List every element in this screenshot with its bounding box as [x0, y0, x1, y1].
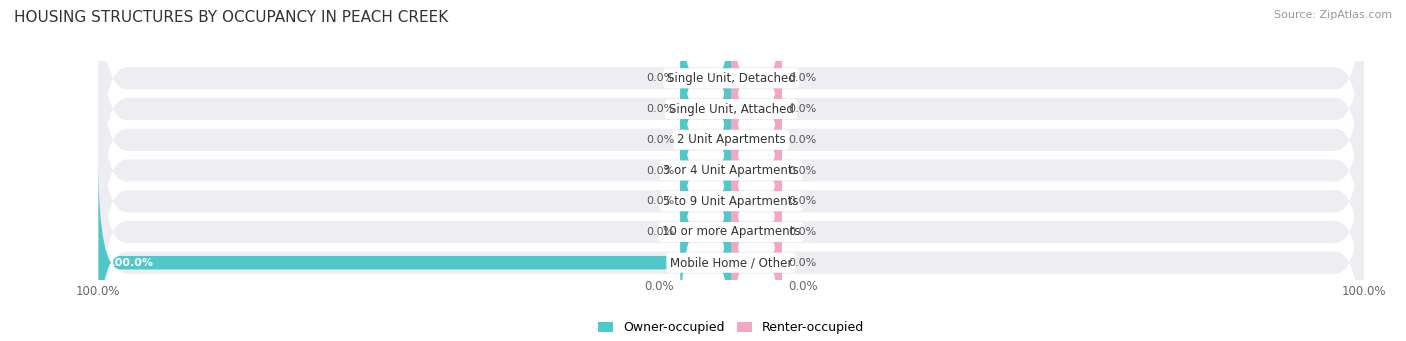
Text: 0.0%: 0.0%	[645, 135, 675, 145]
Text: Single Unit, Attached: Single Unit, Attached	[669, 103, 793, 116]
Text: 0.0%: 0.0%	[644, 280, 675, 293]
FancyBboxPatch shape	[98, 105, 1364, 341]
Text: 0.0%: 0.0%	[645, 196, 675, 206]
Text: 0.0%: 0.0%	[645, 104, 675, 114]
FancyBboxPatch shape	[681, 100, 731, 302]
Legend: Owner-occupied, Renter-occupied: Owner-occupied, Renter-occupied	[598, 322, 865, 335]
FancyBboxPatch shape	[731, 100, 782, 302]
FancyBboxPatch shape	[731, 162, 782, 341]
FancyBboxPatch shape	[98, 162, 731, 341]
FancyBboxPatch shape	[731, 131, 782, 333]
FancyBboxPatch shape	[98, 0, 1364, 236]
FancyBboxPatch shape	[98, 43, 1364, 298]
Text: 0.0%: 0.0%	[645, 165, 675, 176]
Text: Single Unit, Detached: Single Unit, Detached	[666, 72, 796, 85]
Text: 0.0%: 0.0%	[787, 165, 817, 176]
FancyBboxPatch shape	[98, 13, 1364, 267]
FancyBboxPatch shape	[98, 135, 1364, 341]
Text: 0.0%: 0.0%	[787, 280, 818, 293]
Text: 0.0%: 0.0%	[787, 104, 817, 114]
Text: 0.0%: 0.0%	[787, 73, 817, 83]
FancyBboxPatch shape	[731, 39, 782, 241]
FancyBboxPatch shape	[681, 131, 731, 333]
Text: 0.0%: 0.0%	[787, 258, 817, 268]
Text: 0.0%: 0.0%	[645, 73, 675, 83]
Text: 2 Unit Apartments: 2 Unit Apartments	[676, 133, 786, 146]
Text: 100.0%: 100.0%	[108, 258, 153, 268]
Text: HOUSING STRUCTURES BY OCCUPANCY IN PEACH CREEK: HOUSING STRUCTURES BY OCCUPANCY IN PEACH…	[14, 10, 449, 25]
FancyBboxPatch shape	[681, 0, 731, 179]
Text: 10 or more Apartments: 10 or more Apartments	[662, 225, 800, 238]
Text: 0.0%: 0.0%	[645, 227, 675, 237]
FancyBboxPatch shape	[681, 70, 731, 271]
FancyBboxPatch shape	[731, 0, 782, 179]
FancyBboxPatch shape	[681, 39, 731, 241]
Text: Mobile Home / Other: Mobile Home / Other	[669, 256, 793, 269]
Text: 3 or 4 Unit Apartments: 3 or 4 Unit Apartments	[664, 164, 799, 177]
FancyBboxPatch shape	[98, 0, 1364, 206]
Text: Source: ZipAtlas.com: Source: ZipAtlas.com	[1274, 10, 1392, 20]
Text: 0.0%: 0.0%	[787, 227, 817, 237]
Text: 0.0%: 0.0%	[787, 196, 817, 206]
Text: 0.0%: 0.0%	[787, 135, 817, 145]
FancyBboxPatch shape	[731, 8, 782, 210]
FancyBboxPatch shape	[98, 74, 1364, 328]
Text: 5 to 9 Unit Apartments: 5 to 9 Unit Apartments	[664, 195, 799, 208]
FancyBboxPatch shape	[731, 70, 782, 271]
FancyBboxPatch shape	[681, 8, 731, 210]
